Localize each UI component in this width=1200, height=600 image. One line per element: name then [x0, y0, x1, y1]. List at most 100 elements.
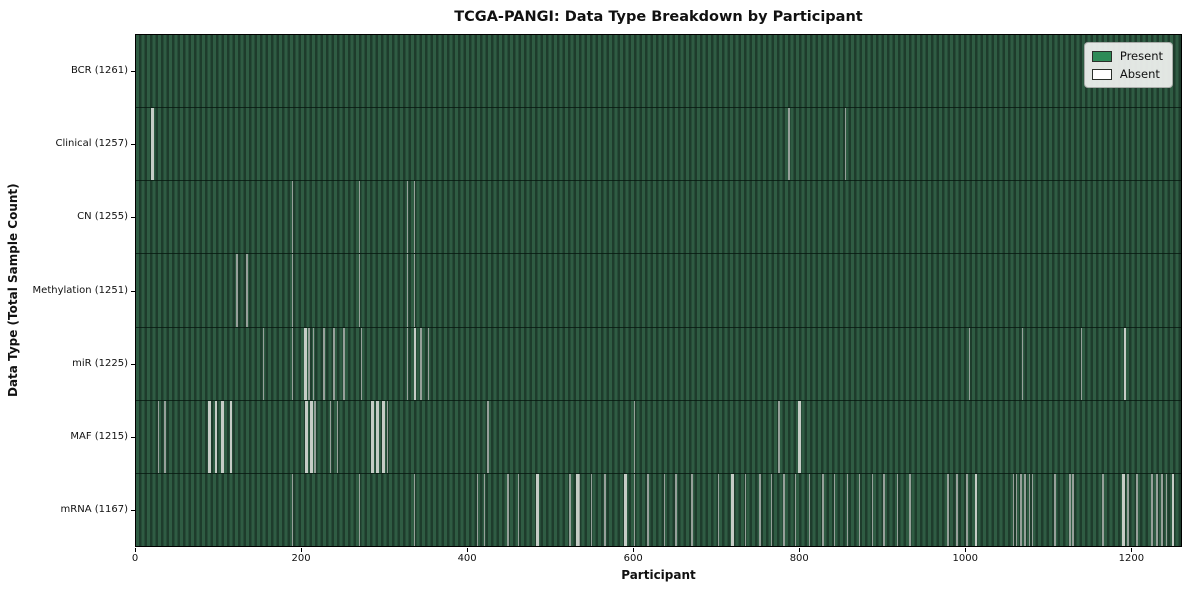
absent-line	[590, 473, 593, 546]
absent-line	[909, 473, 911, 546]
absent-line	[291, 473, 294, 546]
absent-line	[371, 400, 374, 473]
y-tick-label-CN: CN (1255)	[77, 211, 128, 223]
x-tick-mark	[467, 548, 469, 552]
absent-line	[1127, 473, 1129, 546]
absent-line	[336, 400, 338, 473]
absent-line	[376, 400, 379, 473]
y-tick-label-MAF: MAF (1215)	[70, 431, 128, 443]
chart-title: TCGA-PANGI: Data Type Breakdown by Parti…	[454, 9, 863, 25]
absent-line	[507, 473, 509, 546]
absent-line	[1024, 473, 1026, 546]
x-tick-mark	[135, 548, 136, 552]
y-tick-label-BCR: BCR (1261)	[70, 64, 128, 76]
absent-line	[1031, 473, 1034, 546]
absent-line	[1069, 473, 1071, 546]
absent-line	[246, 254, 248, 327]
absent-line	[333, 327, 335, 400]
y-tick-mark	[131, 437, 135, 439]
absent-line	[717, 473, 720, 546]
absent-line	[382, 400, 385, 473]
absent-line	[1136, 473, 1138, 546]
x-axis-label: Participant	[621, 568, 696, 582]
legend-swatch-absent	[1091, 68, 1112, 80]
absent-line	[647, 473, 649, 546]
absent-line	[576, 473, 579, 546]
y-axis-label: Data Type (Total Sample Count)	[6, 183, 20, 398]
absent-line	[858, 473, 861, 546]
absent-line	[974, 473, 978, 546]
absent-line	[731, 473, 734, 546]
absent-line	[413, 254, 415, 327]
row-Clinical	[136, 107, 1181, 181]
absent-line	[406, 327, 409, 400]
absent-line	[536, 473, 539, 546]
absent-line	[634, 473, 636, 546]
x-tick-label: 1000	[952, 553, 979, 564]
absent-line	[1171, 473, 1175, 546]
y-tick-mark	[131, 510, 135, 512]
absent-line	[778, 400, 780, 473]
absent-line	[150, 108, 154, 181]
absent-line	[691, 473, 693, 546]
absent-line	[1151, 473, 1153, 546]
y-tick-mark	[131, 290, 135, 292]
absent-line	[476, 473, 478, 546]
absent-line	[822, 473, 824, 546]
y-tick-mark	[131, 70, 135, 72]
absent-line	[1123, 327, 1127, 400]
absent-line	[262, 327, 265, 400]
absent-line	[312, 327, 314, 400]
absent-line	[305, 400, 308, 473]
absent-line	[1161, 473, 1163, 546]
absent-line	[896, 473, 899, 546]
absent-line	[770, 473, 773, 546]
absent-line	[745, 473, 747, 546]
absent-line	[358, 254, 361, 327]
absent-line	[236, 254, 238, 327]
absent-line	[208, 400, 211, 473]
absent-line	[578, 473, 580, 546]
absent-line	[956, 473, 958, 546]
y-tick-label-Clinical: Clinical (1257)	[55, 137, 129, 149]
absent-line	[420, 327, 422, 400]
absent-line	[798, 400, 801, 473]
x-tick-label: 0	[131, 553, 139, 564]
absent-line	[291, 327, 294, 400]
legend-label: Absent	[1119, 67, 1160, 81]
absent-line	[387, 400, 389, 473]
absent-line	[624, 473, 627, 546]
absent-line	[871, 473, 874, 546]
absent-line	[788, 108, 790, 181]
y-tick-label-mRNA: mRNA (1167)	[60, 504, 128, 516]
absent-line	[291, 254, 294, 327]
absent-line	[1102, 473, 1104, 546]
absent-line	[1166, 473, 1168, 546]
x-tick-label: 1200	[1118, 553, 1145, 564]
absent-line	[663, 473, 666, 546]
absent-line	[291, 181, 294, 254]
legend-item-present: Present	[1091, 49, 1163, 63]
absent-line	[308, 327, 310, 400]
absent-line	[413, 327, 417, 400]
absent-line	[1020, 473, 1022, 546]
row-BCR	[136, 35, 1181, 107]
absent-line	[1016, 473, 1018, 546]
legend: Present Absent	[1083, 42, 1173, 88]
absent-line	[157, 400, 159, 473]
row-miR	[136, 326, 1181, 400]
absent-line	[947, 473, 949, 546]
absent-line	[883, 473, 885, 546]
absent-line	[304, 327, 307, 400]
absent-line	[360, 327, 362, 400]
absent-line	[484, 473, 486, 546]
x-tick-mark	[965, 548, 967, 552]
absent-line	[759, 473, 761, 546]
plot-area: Present Absent	[135, 34, 1182, 547]
row-Methylation	[136, 253, 1181, 327]
legend-swatch-present	[1091, 50, 1112, 62]
absent-line	[1156, 473, 1158, 546]
absent-line	[406, 254, 409, 327]
y-tick-label-miR: miR (1225)	[72, 357, 128, 369]
